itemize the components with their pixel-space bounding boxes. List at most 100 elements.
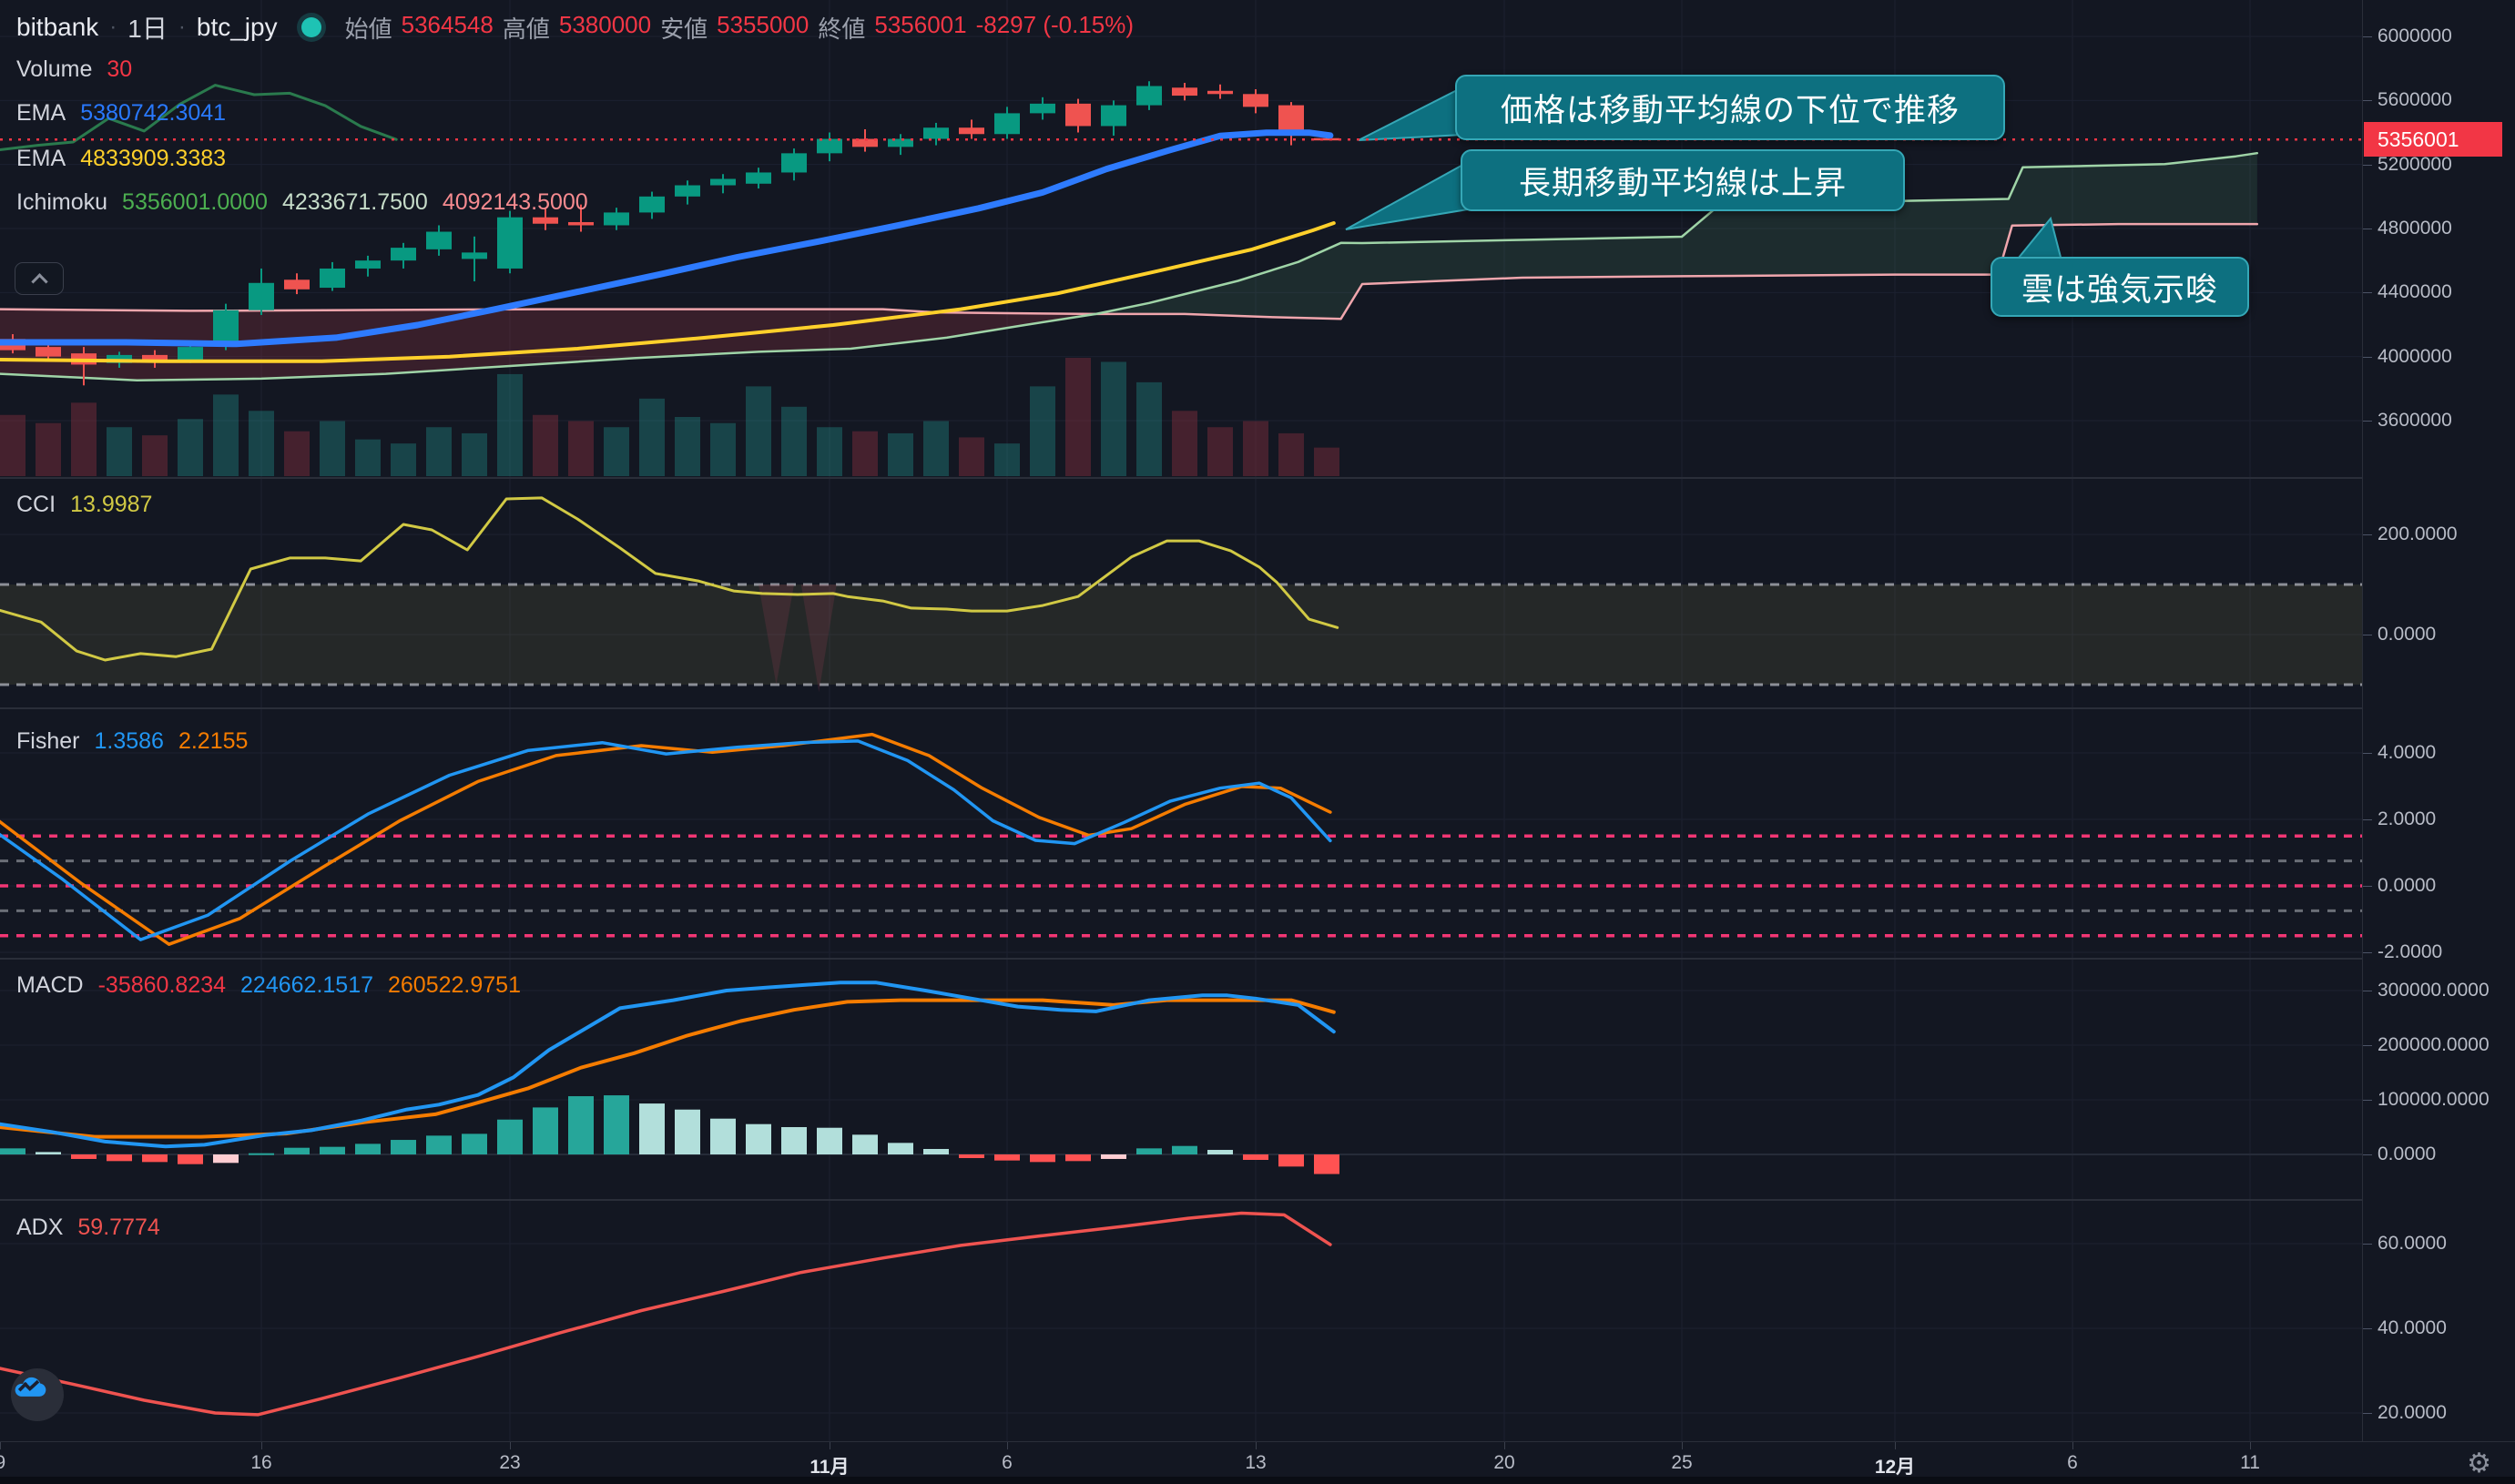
time-tick-label: 11月 [809, 1457, 850, 1478]
low-label: 安値 [660, 15, 708, 43]
chevron-up-icon [30, 272, 48, 290]
price-tick-label: 6000000 [2363, 25, 2452, 46]
time-tick-label: 12月 [1874, 1457, 1916, 1478]
adx-value: 59.7774 [77, 1215, 160, 1240]
legend-fisher[interactable]: Fisher 1.3586 2.2155 [16, 728, 248, 755]
legend-cci[interactable]: CCI 13.9987 [16, 492, 152, 518]
time-tick-mark [0, 1442, 2, 1449]
separator: · [109, 15, 117, 39]
close-label: 終値 [818, 15, 866, 43]
time-tick-label: 23 [499, 1452, 521, 1473]
time-tick-mark [510, 1442, 511, 1449]
macd-label[interactable]: MACD [16, 972, 84, 998]
legend-ichimoku[interactable]: Ichimoku 5356001.0000 4233671.7500 40921… [16, 189, 588, 216]
price-tick-label: 4000000 [2363, 345, 2452, 367]
time-tick-label: 25 [1671, 1452, 1693, 1473]
open-label: 始値 [344, 15, 392, 43]
adx-tick-label: 20.0000 [2363, 1402, 2447, 1423]
time-tick-label: 11 [2240, 1452, 2260, 1473]
adx-label[interactable]: ADX [16, 1215, 64, 1240]
time-tick-mark [1895, 1442, 1896, 1449]
cci-value: 13.9987 [70, 492, 153, 517]
annotation-price-below-ma[interactable]: 価格は移動平均線の下位で推移 [1455, 75, 2005, 140]
exchange-name[interactable]: bitbank [16, 13, 99, 41]
ema-slow-value: 4833909.3383 [80, 146, 227, 171]
time-tick-mark [1504, 1442, 1505, 1449]
interval-label[interactable]: 1日 [127, 15, 168, 43]
adx-tick-label: 40.0000 [2363, 1317, 2447, 1338]
legend-ema-fast[interactable]: EMA 5380742.3041 [16, 100, 226, 127]
high-value: 5380000 [558, 10, 652, 38]
fisher-tick-label: 0.0000 [2362, 875, 2437, 896]
macd-hist-value: -35860.8234 [97, 972, 227, 998]
price-tick-label: 4800000 [2363, 217, 2452, 239]
separator: · [178, 15, 186, 39]
gear-icon[interactable]: ⚙ [2467, 1448, 2491, 1479]
last-price-badge: 5356001 [2364, 122, 2502, 158]
macd-line-value: 224662.1517 [240, 972, 373, 998]
change-value: -8297 (-0.15%) [975, 10, 1135, 38]
high-label: 高値 [502, 15, 550, 43]
ema-fast-label[interactable]: EMA [16, 100, 66, 126]
cci-tick-label: 200.0000 [2363, 523, 2458, 544]
ema-slow-label[interactable]: EMA [16, 146, 66, 171]
collapse-legend-button[interactable] [15, 262, 64, 295]
time-tick-mark [2250, 1442, 2251, 1449]
time-tick-mark [1682, 1442, 1683, 1449]
chart-canvas[interactable] [0, 0, 2362, 1441]
volume-label[interactable]: Volume [16, 56, 93, 82]
time-tick-mark [1256, 1442, 1257, 1449]
low-value: 5355000 [717, 10, 809, 38]
volume-value: 30 [107, 56, 133, 82]
cloud-chart-icon [15, 1377, 46, 1397]
pair-name[interactable]: btc_jpy [196, 13, 278, 41]
time-tick-label: 20 [1493, 1452, 1515, 1473]
time-tick-label: 16 [250, 1452, 272, 1473]
macd-signal-value: 260522.9751 [388, 972, 521, 998]
annotation-long-ma-rising[interactable]: 長期移動平均線は上昇 [1461, 149, 1905, 211]
fisher-tick-label: -2.0000 [2362, 941, 2443, 962]
price-tick-label: 3600000 [2363, 409, 2452, 431]
fisher-value-2: 2.2155 [178, 728, 249, 754]
macd-tick-label: 100000.0000 [2363, 1089, 2490, 1110]
ema-fast-value: 5380742.3041 [80, 100, 227, 126]
price-tick-label: 5200000 [2363, 153, 2452, 175]
ohlc-readout: 始値 5364548 高値 5380000 安値 5355000 終値 5356001 … [345, 11, 1134, 45]
time-tick-mark [2072, 1442, 2073, 1449]
fisher-tick-label: 2.0000 [2362, 808, 2437, 829]
fisher-tick-label: 4.0000 [2362, 742, 2437, 763]
close-value: 5356001 [874, 10, 967, 38]
ichimoku-label[interactable]: Ichimoku [16, 189, 108, 215]
time-tick-label: 6 [1002, 1452, 1013, 1473]
ichimoku-value-2: 4233671.7500 [281, 189, 428, 215]
time-tick-label: 13 [1245, 1452, 1267, 1473]
adx-tick-label: 60.0000 [2363, 1233, 2447, 1254]
price-axis[interactable]: 5356001 6000000 5600000 5200000 4800000 4400… [2362, 0, 2515, 1441]
price-tick-label: 5600000 [2363, 89, 2452, 111]
bottom-edge [0, 1477, 2515, 1484]
legend-ema-slow[interactable]: EMA 4833909.3383 [16, 146, 226, 172]
fisher-label[interactable]: Fisher [16, 728, 80, 754]
legend-macd[interactable]: MACD -35860.8234 224662.1517 260522.9751 [16, 972, 521, 999]
ichimoku-value-3: 4092143.5000 [442, 189, 588, 215]
cci-tick-label: 0.0000 [2362, 624, 2437, 645]
symbol-header[interactable]: bitbank · 1日 · btc_jpy 始値 5364548 高値 53800… [16, 9, 1134, 46]
macd-tick-label: 200000.0000 [2363, 1034, 2490, 1055]
indicator-logo-button[interactable] [11, 1368, 64, 1421]
macd-tick-label: 0.0000 [2362, 1143, 2437, 1164]
annotation-bullish-cloud[interactable]: 雲は強気示唆 [1991, 257, 2249, 317]
cci-label[interactable]: CCI [16, 492, 56, 517]
time-tick-mark [1007, 1442, 1008, 1449]
time-tick-mark [261, 1442, 262, 1449]
legend-adx[interactable]: ADX 59.7774 [16, 1215, 160, 1241]
time-tick-label: 9 [0, 1452, 6, 1473]
open-value: 5364548 [401, 10, 494, 38]
price-tick-label: 4400000 [2363, 281, 2452, 303]
market-status-dot [300, 17, 321, 37]
fisher-value-1: 1.3586 [94, 728, 164, 754]
time-tick-label: 6 [2067, 1452, 2078, 1473]
ichimoku-value-1: 5356001.0000 [122, 189, 268, 215]
legend-volume[interactable]: Volume 30 [16, 56, 132, 83]
macd-tick-label: 300000.0000 [2363, 980, 2490, 1001]
